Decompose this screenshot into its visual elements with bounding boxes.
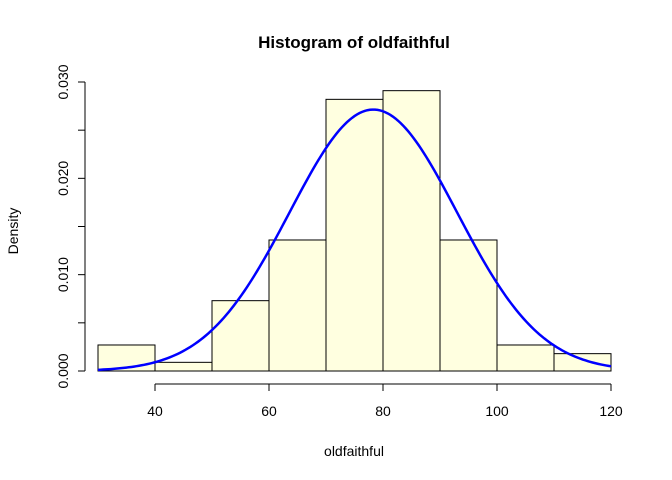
x-tick-label-2: 80 bbox=[375, 403, 391, 419]
x-axis-label: oldfaithful bbox=[324, 443, 384, 459]
histogram-bar-6 bbox=[439, 239, 498, 372]
y-axis-label: Density bbox=[5, 208, 21, 255]
x-tick-label-3: 100 bbox=[485, 403, 509, 419]
y-tick-label-2: 0.020 bbox=[55, 161, 71, 196]
histogram-bar-3 bbox=[268, 239, 327, 372]
histogram-bar-2 bbox=[211, 300, 270, 372]
histogram-bar-8 bbox=[553, 353, 612, 372]
density-curve bbox=[97, 108, 612, 372]
x-tick-label-4: 120 bbox=[599, 403, 623, 419]
histogram-bar-5 bbox=[382, 90, 441, 372]
y-tick-label-0: 0.000 bbox=[55, 353, 71, 388]
x-tick-label-1: 60 bbox=[261, 403, 277, 419]
x-tick-label-0: 40 bbox=[147, 403, 163, 419]
y-tick-label-1: 0.010 bbox=[55, 257, 71, 292]
curve-group bbox=[97, 108, 612, 372]
histogram-bar-7 bbox=[496, 344, 555, 372]
histogram-bar-4 bbox=[325, 98, 384, 372]
x-axis: 40 60 80 100 120 bbox=[147, 383, 623, 419]
y-axis: 0.000 0.010 0.020 0.030 bbox=[55, 64, 86, 389]
chart-title: Histogram of oldfaithful bbox=[258, 33, 450, 52]
y-tick-label-3: 0.030 bbox=[55, 64, 71, 99]
histogram-bar-1 bbox=[154, 361, 213, 372]
